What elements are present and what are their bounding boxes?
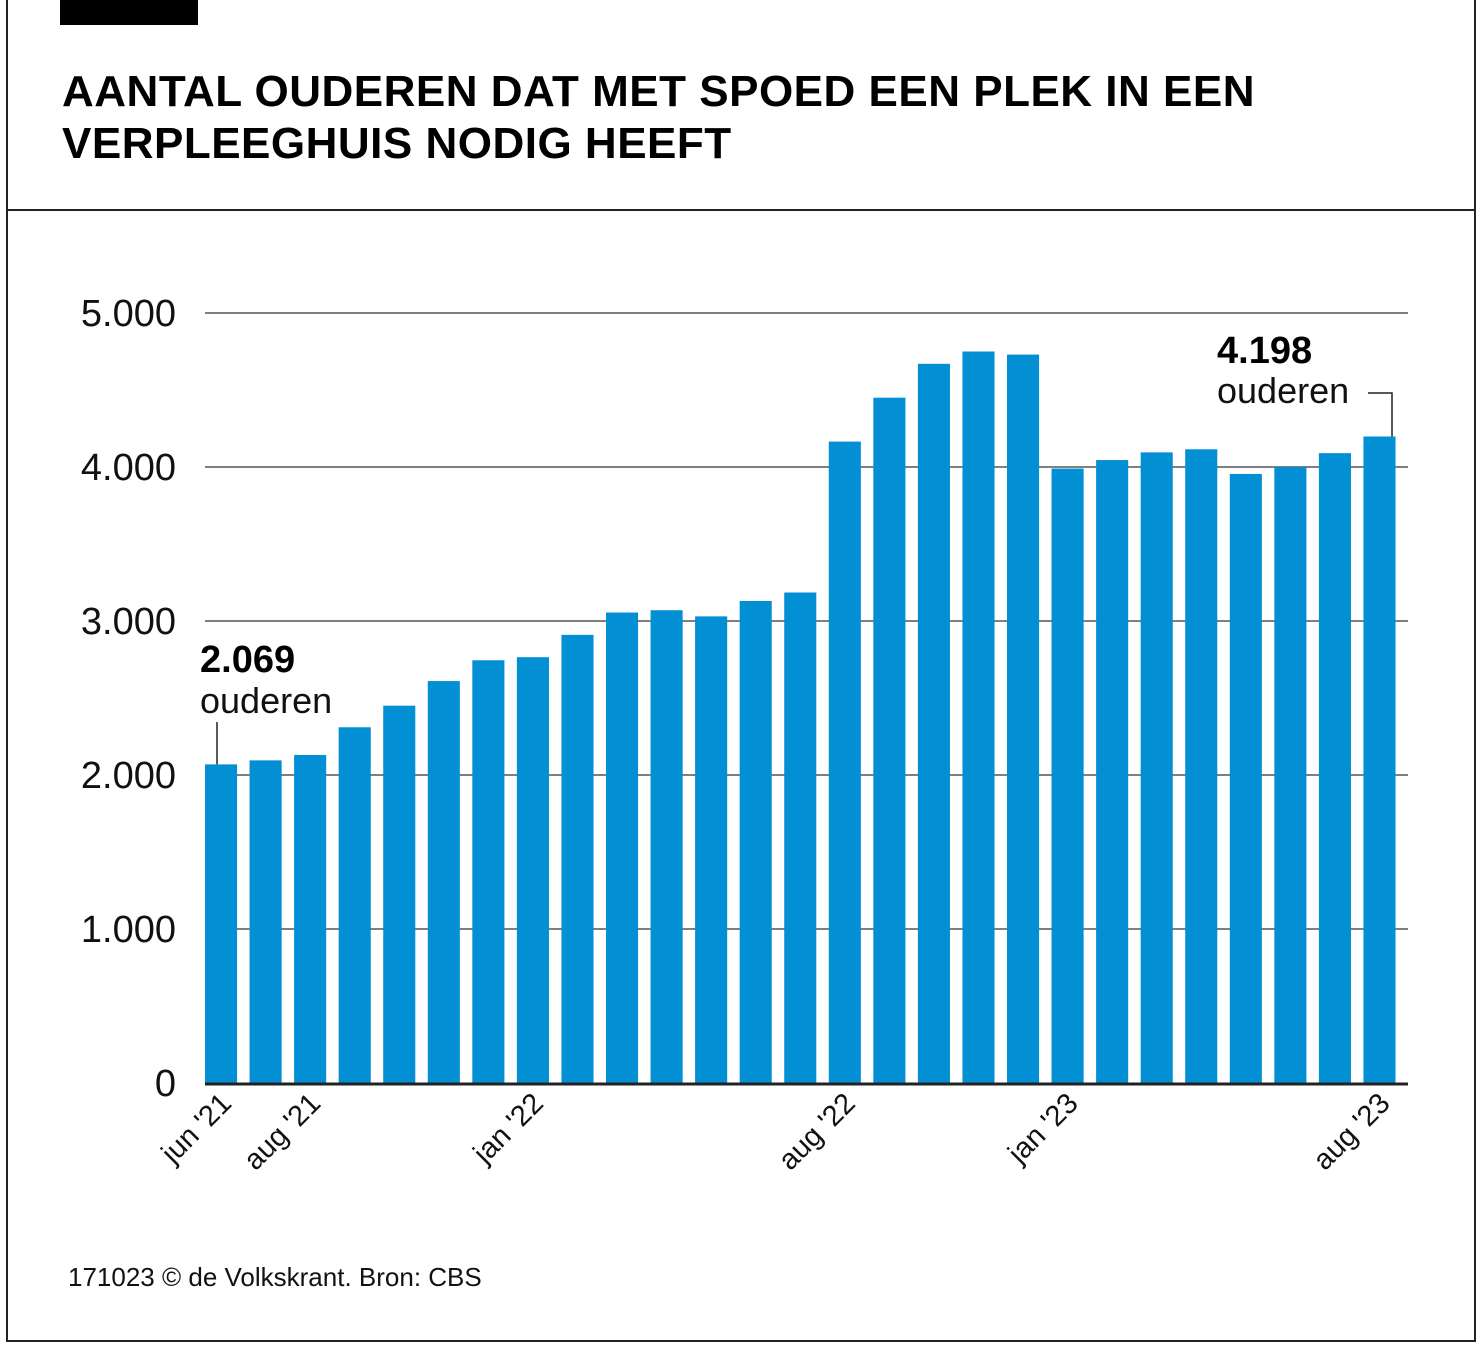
x-tick-label: aug '22	[773, 1087, 862, 1176]
bar	[1051, 468, 1084, 1083]
bar	[873, 397, 906, 1083]
bar	[1363, 436, 1396, 1083]
bar	[695, 616, 728, 1083]
bar	[962, 351, 995, 1083]
annotation-label: ouderen	[1217, 370, 1349, 411]
source-credit: 171023 © de Volkskrant. Bron: CBS	[68, 1262, 482, 1292]
x-tick-label: aug '21	[238, 1087, 327, 1176]
bar	[205, 764, 238, 1083]
header-divider	[6, 209, 1476, 211]
y-tick-label: 3.000	[81, 601, 176, 643]
bar	[249, 760, 282, 1083]
bar	[1096, 460, 1129, 1083]
bar	[294, 754, 327, 1083]
y-tick-label: 5.000	[81, 293, 176, 335]
y-axis-ticks: 0 1.000 2.000 3.000 4.000 5.000	[81, 293, 176, 1105]
annotation-leader	[1368, 392, 1393, 437]
bar	[516, 657, 549, 1083]
bar	[917, 363, 950, 1083]
bar	[606, 612, 639, 1083]
bar	[561, 634, 594, 1083]
y-tick-label: 1.000	[81, 909, 176, 951]
accent-bar	[60, 0, 198, 25]
bar	[1274, 467, 1307, 1083]
bar	[338, 727, 371, 1083]
bar	[784, 592, 817, 1083]
y-tick-label: 0	[155, 1063, 176, 1105]
bar	[828, 441, 861, 1084]
x-tick-label: aug '23	[1307, 1087, 1396, 1176]
x-tick-label: jan '23	[1001, 1087, 1084, 1170]
bar	[472, 660, 505, 1083]
x-tick-label: jan '22	[467, 1087, 550, 1170]
bar	[1229, 473, 1262, 1083]
chart-frame	[6, 0, 1476, 1342]
bar	[739, 600, 772, 1083]
bar	[1185, 449, 1218, 1083]
bar	[427, 681, 460, 1083]
x-axis-ticks: jun '21 aug '21 jan '22 aug '22 jan '23 aug '…	[155, 1087, 1397, 1176]
y-tick-label: 4.000	[81, 447, 176, 489]
bar	[1007, 354, 1040, 1084]
chart-title: AANTAL OUDEREN DAT MET SPOED EEN PLEK IN…	[62, 67, 1255, 168]
annotation-value: 4.198	[1217, 330, 1312, 372]
annotation-label: ouderen	[200, 680, 332, 721]
bar	[1318, 453, 1351, 1083]
bar	[1140, 452, 1173, 1083]
bars	[205, 351, 1396, 1084]
bar	[650, 610, 683, 1083]
y-tick-label: 2.000	[81, 755, 176, 797]
bar	[383, 705, 416, 1083]
annotation-value: 2.069	[200, 639, 295, 681]
